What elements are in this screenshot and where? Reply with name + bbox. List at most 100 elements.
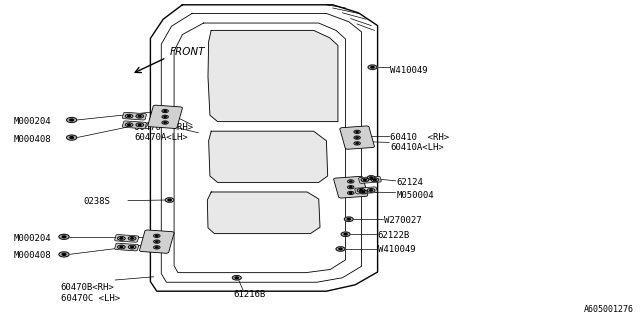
Circle shape	[162, 121, 168, 124]
Text: 62122B: 62122B	[378, 231, 410, 240]
Circle shape	[118, 236, 125, 240]
Text: 60470A<LH>: 60470A<LH>	[134, 133, 188, 142]
Circle shape	[354, 136, 360, 139]
Circle shape	[128, 245, 136, 249]
Text: W270027: W270027	[384, 216, 422, 225]
Circle shape	[344, 217, 353, 221]
Circle shape	[125, 114, 133, 118]
Circle shape	[168, 199, 171, 201]
Circle shape	[136, 114, 143, 118]
FancyBboxPatch shape	[115, 235, 139, 242]
FancyBboxPatch shape	[140, 230, 174, 253]
Circle shape	[164, 122, 166, 123]
Circle shape	[118, 245, 125, 249]
FancyBboxPatch shape	[122, 121, 147, 129]
Text: 60410A<LH>: 60410A<LH>	[390, 143, 444, 152]
Text: W410049: W410049	[378, 245, 415, 254]
Circle shape	[138, 124, 141, 125]
Circle shape	[360, 190, 367, 194]
Text: 60470B<RH>: 60470B<RH>	[61, 284, 115, 292]
Circle shape	[67, 117, 77, 123]
Circle shape	[156, 247, 158, 248]
Circle shape	[367, 188, 375, 192]
Circle shape	[165, 198, 174, 202]
Circle shape	[154, 234, 160, 237]
FancyBboxPatch shape	[358, 176, 381, 183]
Circle shape	[339, 248, 342, 250]
Circle shape	[362, 191, 365, 193]
Circle shape	[356, 137, 358, 138]
Text: M050004: M050004	[397, 191, 435, 200]
Circle shape	[70, 137, 74, 139]
Text: M000204: M000204	[14, 234, 52, 243]
Circle shape	[120, 246, 123, 248]
Circle shape	[357, 188, 365, 192]
Circle shape	[131, 238, 134, 239]
Circle shape	[162, 109, 168, 113]
Circle shape	[67, 135, 77, 140]
Text: M000204: M000204	[14, 117, 52, 126]
Circle shape	[138, 116, 141, 117]
Circle shape	[354, 142, 360, 145]
Circle shape	[371, 67, 374, 68]
Circle shape	[354, 130, 360, 133]
Circle shape	[336, 247, 345, 251]
Circle shape	[364, 179, 366, 180]
FancyBboxPatch shape	[115, 243, 139, 251]
Text: 0238S: 0238S	[83, 197, 110, 206]
Circle shape	[356, 131, 358, 132]
Polygon shape	[208, 30, 338, 122]
Text: 60470C <LH>: 60470C <LH>	[61, 294, 120, 303]
Circle shape	[349, 192, 352, 194]
Circle shape	[70, 119, 74, 121]
Circle shape	[164, 110, 166, 112]
Text: W410049: W410049	[390, 66, 428, 75]
FancyBboxPatch shape	[355, 187, 378, 194]
Circle shape	[156, 235, 158, 236]
Circle shape	[62, 236, 66, 238]
Circle shape	[349, 181, 352, 182]
Circle shape	[154, 246, 160, 249]
Text: 61216B: 61216B	[234, 290, 266, 299]
Circle shape	[361, 178, 369, 182]
Circle shape	[125, 123, 133, 127]
Circle shape	[128, 124, 131, 125]
Circle shape	[59, 234, 69, 239]
Circle shape	[348, 180, 354, 183]
Text: M000408: M000408	[14, 135, 52, 144]
FancyBboxPatch shape	[333, 176, 368, 198]
Circle shape	[367, 176, 375, 180]
Text: A605001276: A605001276	[584, 305, 634, 314]
Text: 62124: 62124	[397, 178, 424, 187]
Circle shape	[371, 178, 379, 182]
Circle shape	[62, 253, 66, 255]
Circle shape	[360, 190, 362, 191]
Circle shape	[348, 186, 354, 189]
Polygon shape	[150, 5, 378, 291]
Circle shape	[59, 252, 69, 257]
Circle shape	[368, 65, 377, 69]
Text: 60470  <RH>: 60470 <RH>	[134, 124, 193, 132]
Polygon shape	[209, 131, 328, 182]
Circle shape	[374, 179, 376, 180]
Circle shape	[348, 191, 354, 195]
Circle shape	[349, 187, 352, 188]
Text: 60410  <RH>: 60410 <RH>	[390, 133, 449, 142]
Circle shape	[344, 234, 347, 235]
Circle shape	[164, 116, 166, 117]
Circle shape	[131, 246, 134, 248]
Text: FRONT: FRONT	[170, 47, 205, 57]
Circle shape	[348, 219, 350, 220]
Circle shape	[156, 241, 158, 242]
Circle shape	[136, 123, 143, 127]
Circle shape	[370, 177, 372, 178]
FancyBboxPatch shape	[148, 105, 182, 128]
FancyBboxPatch shape	[340, 126, 374, 149]
Polygon shape	[207, 192, 320, 234]
Circle shape	[341, 232, 350, 236]
FancyBboxPatch shape	[122, 112, 147, 120]
Circle shape	[236, 277, 238, 278]
Text: M000408: M000408	[14, 252, 52, 260]
Circle shape	[128, 236, 136, 240]
Circle shape	[154, 240, 160, 243]
